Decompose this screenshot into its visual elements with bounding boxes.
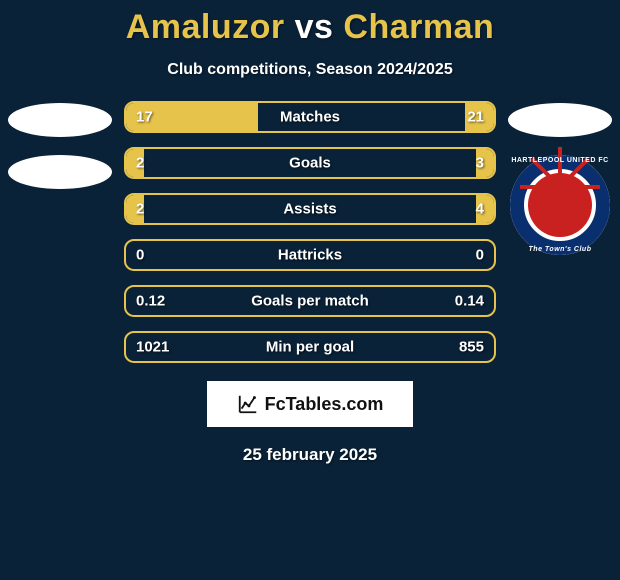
stat-label: Hattricks <box>278 247 342 264</box>
stat-value-right: 3 <box>476 155 484 172</box>
season-subtitle: Club competitions, Season 2024/2025 <box>0 61 620 79</box>
stat-bar: 0.12 Goals per match 0.14 <box>124 285 496 317</box>
stat-label: Goals per match <box>251 293 369 310</box>
stat-value-left: 1021 <box>136 339 169 356</box>
stat-label: Goals <box>289 155 331 172</box>
stat-label: Min per goal <box>266 339 354 356</box>
left-badge-placeholder <box>8 155 112 189</box>
left-badge-placeholder <box>8 103 112 137</box>
stat-bar: 17 Matches 21 <box>124 101 496 133</box>
stat-value-right: 21 <box>467 109 484 126</box>
date-label: 25 february 2025 <box>0 445 620 465</box>
stat-value-left: 17 <box>136 109 153 126</box>
stat-value-left: 2 <box>136 155 144 172</box>
comparison-title: Amaluzor vs Charman <box>0 0 620 47</box>
stat-value-right: 0.14 <box>455 293 484 310</box>
crest-text-bottom: The Town's Club <box>510 246 610 253</box>
stat-value-left: 0.12 <box>136 293 165 310</box>
stats-bars-column: 17 Matches 21 2 Goals 3 2 Assists 4 0 Hattricks 0 0.… <box>120 101 500 363</box>
player1-name: Amaluzor <box>126 8 285 46</box>
stat-bar: 2 Assists 4 <box>124 193 496 225</box>
stat-value-left: 0 <box>136 247 144 264</box>
stat-bar: 0 Hattricks 0 <box>124 239 496 271</box>
club-crest: HARTLEPOOL UNITED FC The Town's Club <box>510 155 610 255</box>
player2-name: Charman <box>343 8 494 46</box>
stat-value-right: 855 <box>459 339 484 356</box>
fctables-logo-text: FcTables.com <box>265 394 384 415</box>
stat-bar: 2 Goals 3 <box>124 147 496 179</box>
stat-label: Assists <box>283 201 336 218</box>
stat-value-left: 2 <box>136 201 144 218</box>
vs-separator: vs <box>295 8 334 46</box>
content-row: 17 Matches 21 2 Goals 3 2 Assists 4 0 Hattricks 0 0.… <box>0 101 620 363</box>
stat-bar: 1021 Min per goal 855 <box>124 331 496 363</box>
fctables-logo[interactable]: FcTables.com <box>207 381 413 427</box>
stat-value-right: 0 <box>476 247 484 264</box>
stat-label: Matches <box>280 109 340 126</box>
stat-value-right: 4 <box>476 201 484 218</box>
fctables-logo-icon <box>237 393 259 415</box>
right-badges-column: HARTLEPOOL UNITED FC The Town's Club <box>500 101 620 255</box>
left-badges-column <box>0 101 120 189</box>
crest-wheel <box>528 173 592 237</box>
crest-text-top: HARTLEPOOL UNITED FC <box>510 157 610 164</box>
right-badge-placeholder <box>508 103 612 137</box>
